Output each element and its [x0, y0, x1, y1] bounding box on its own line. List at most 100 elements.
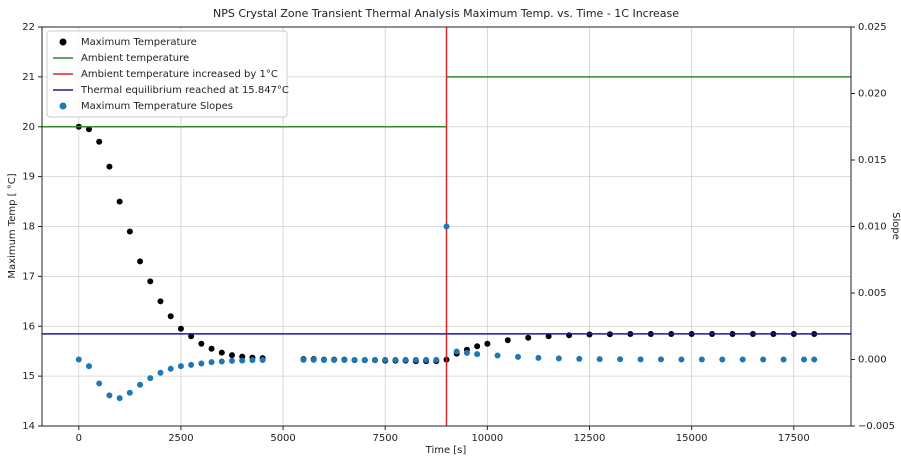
data-point: [474, 351, 481, 358]
y-tick-label: 21: [22, 72, 35, 83]
data-point: [760, 356, 767, 363]
legend-marker: [59, 38, 67, 46]
data-point: [137, 258, 144, 265]
line: [42, 76, 851, 128]
data-point: [515, 353, 522, 360]
y-tick-label: 15: [22, 371, 35, 382]
y2-tick-label: 0.005: [858, 288, 887, 299]
data-point: [331, 357, 338, 364]
data-point: [678, 356, 685, 363]
x-tick-label: 2500: [168, 433, 193, 444]
data-point: [371, 357, 378, 364]
data-point: [249, 357, 256, 364]
data-point: [137, 381, 144, 388]
data-point: [228, 357, 235, 364]
data-point: [484, 340, 491, 347]
data-point: [147, 375, 154, 382]
data-point: [402, 356, 409, 363]
chart-title: NPS Crystal Zone Transient Thermal Analy…: [213, 7, 679, 20]
data-point: [566, 332, 573, 339]
data-point: [167, 365, 174, 372]
data-point: [361, 357, 368, 364]
y-tick-label: 22: [22, 22, 35, 33]
data-point: [382, 356, 389, 363]
legend-label: Ambient temperature increased by 1°C: [81, 69, 278, 80]
legend-label: Thermal equilibrium reached at 15.847°C: [80, 85, 289, 96]
data-point: [300, 356, 307, 363]
data-point: [617, 356, 624, 363]
y-tick-label: 14: [22, 421, 35, 432]
data-point: [177, 363, 184, 370]
data-point: [494, 352, 501, 359]
y2-tick-label: −0.005: [858, 421, 895, 432]
x-tick-label: 15000: [676, 433, 708, 444]
legend-label: Maximum Temperature Slopes: [81, 101, 233, 112]
data-point: [412, 356, 419, 363]
data-point: [392, 356, 399, 363]
data-point: [453, 348, 460, 355]
data-point: [596, 356, 603, 363]
data-point: [126, 228, 133, 235]
y2-tick-label: 0.000: [858, 355, 887, 366]
data-point: [555, 355, 562, 362]
plot-frame: [41, 26, 852, 427]
data-point: [576, 355, 583, 362]
x-axis-label: Time [s]: [425, 445, 467, 456]
legend: Maximum Temperature Ambient temperature Am…: [46, 30, 289, 118]
data-point: [801, 356, 808, 363]
y-tick-label: 18: [22, 222, 35, 233]
data-point: [106, 392, 113, 399]
y2-tick-label: 0.010: [858, 222, 887, 233]
data-point: [698, 356, 705, 363]
data-point: [443, 223, 450, 230]
data-point: [525, 334, 532, 341]
data-point: [463, 349, 470, 356]
data-point: [188, 333, 195, 340]
data-point: [658, 356, 665, 363]
legend-marker: [59, 102, 67, 110]
y2-tick-label: 0.025: [858, 22, 887, 33]
data-point: [157, 298, 164, 305]
y-tick-label: 20: [22, 122, 35, 133]
data-point: [116, 198, 123, 205]
data-point: [739, 356, 746, 363]
data-point: [504, 337, 511, 344]
data-point: [433, 356, 440, 363]
data-point: [157, 369, 164, 376]
data-point: [208, 345, 215, 352]
y-tick-label: 16: [22, 321, 35, 332]
legend-label: Maximum Temperature: [81, 37, 197, 48]
legend-box: [46, 30, 288, 118]
data-point: [320, 357, 327, 364]
y-tick-label: 19: [22, 172, 35, 183]
y-tick-label: 17: [22, 271, 35, 282]
data-point: [637, 356, 644, 363]
data-point: [310, 356, 317, 363]
x-tick-label: 17500: [778, 433, 810, 444]
x-tick-label: 0: [76, 433, 82, 444]
data-point: [228, 352, 235, 359]
y2-axis-label: Slope: [890, 212, 901, 240]
data-point: [188, 361, 195, 368]
data-point: [341, 357, 348, 364]
data-point: [96, 380, 103, 387]
data-point: [239, 357, 246, 364]
data-point: [208, 359, 215, 366]
data-point: [545, 333, 552, 340]
data-point: [811, 356, 818, 363]
data-point: [177, 325, 184, 332]
data-point: [198, 360, 205, 367]
x-tick-label: 5000: [270, 433, 295, 444]
data-point: [423, 356, 430, 363]
data-point: [126, 389, 133, 396]
data-point: [351, 357, 358, 364]
data-point: [259, 357, 266, 364]
data-point: [75, 356, 82, 363]
x-tick-label: 10000: [471, 433, 503, 444]
y2-tick-label: 0.020: [858, 89, 887, 100]
y-axis-label: Maximum Temp [ °C]: [7, 173, 18, 278]
data-point: [96, 138, 103, 145]
data-point: [85, 126, 92, 133]
data-point: [198, 340, 205, 347]
